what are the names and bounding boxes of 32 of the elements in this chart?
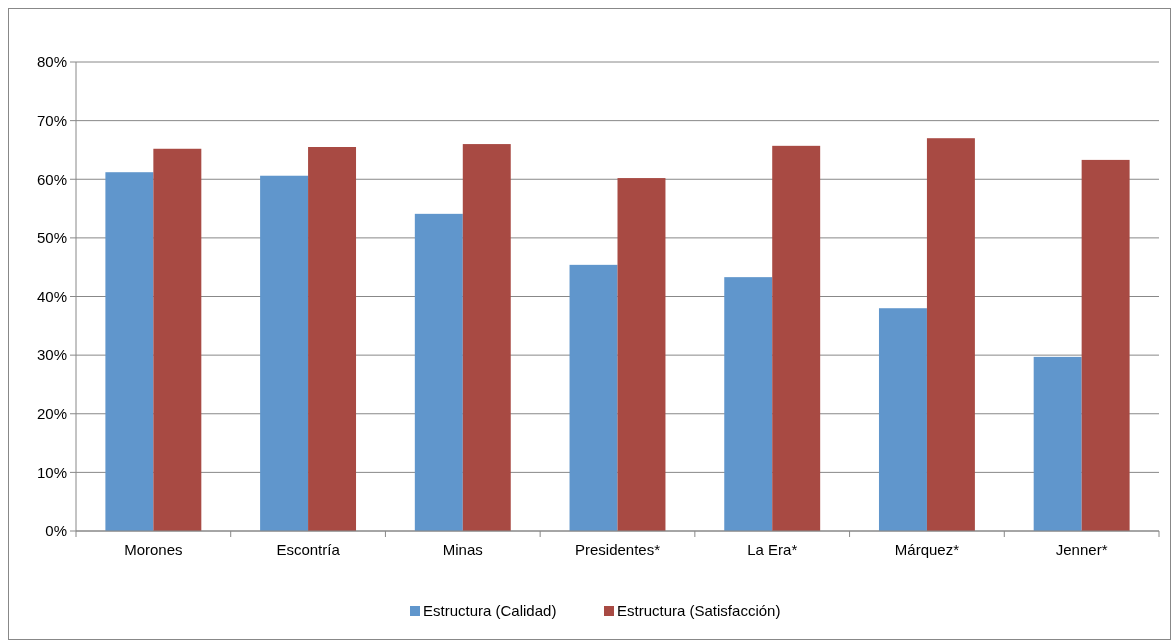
bar bbox=[724, 277, 773, 531]
bar bbox=[105, 172, 154, 531]
y-tick-label: 30% bbox=[36, 346, 67, 364]
y-tick-label: 10% bbox=[36, 463, 67, 481]
bar bbox=[414, 213, 463, 531]
y-tick-label: 70% bbox=[36, 111, 67, 129]
y-tick-label: 0% bbox=[45, 522, 67, 540]
y-tick-label: 80% bbox=[36, 53, 67, 71]
x-tick-label: La Era* bbox=[747, 541, 798, 558]
bar bbox=[1081, 159, 1130, 531]
bar bbox=[617, 178, 666, 531]
bar bbox=[1033, 356, 1082, 531]
x-tick-label: Morones bbox=[124, 541, 183, 558]
bar bbox=[878, 308, 927, 531]
bar bbox=[772, 145, 821, 531]
x-tick-label: Jenner* bbox=[1055, 541, 1108, 558]
y-tick-label: 60% bbox=[36, 170, 67, 188]
y-tick-label: 20% bbox=[36, 405, 67, 422]
x-tick-label: Márquez* bbox=[894, 541, 960, 558]
legend-label: Estructura (Calidad) bbox=[423, 602, 557, 620]
y-tick-label: 50% bbox=[36, 229, 67, 247]
bar bbox=[308, 147, 357, 531]
bar bbox=[569, 264, 618, 531]
bar bbox=[462, 144, 511, 531]
bar bbox=[153, 148, 202, 531]
bar bbox=[260, 175, 309, 531]
x-tick-label: Presidentes* bbox=[574, 541, 661, 558]
bar bbox=[926, 138, 975, 531]
x-tick-label: Escontría bbox=[276, 541, 341, 558]
x-tick-label: Minas bbox=[442, 541, 483, 558]
y-tick-label: 40% bbox=[36, 287, 67, 305]
legend-label: Estructura (Satisfacción) bbox=[617, 602, 781, 620]
